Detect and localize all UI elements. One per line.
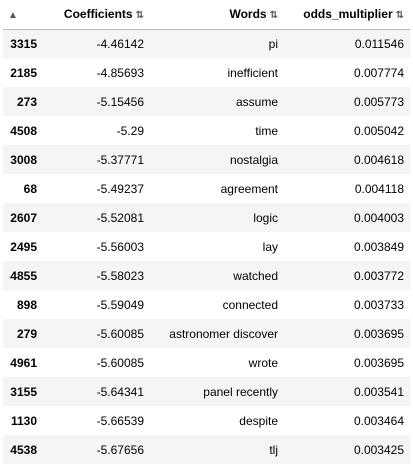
- row-index: 4855: [10, 268, 37, 283]
- cell-odds-multiplier: 0.003695: [353, 355, 404, 370]
- cell-coefficient: -5.49237: [96, 181, 144, 196]
- cell-coefficient: -5.66539: [96, 413, 144, 428]
- cell-word: assume: [235, 94, 278, 109]
- cell-coefficient: -5.60085: [96, 326, 144, 341]
- header-index[interactable]: ▲︎: [3, 0, 43, 30]
- row-index: 2495: [10, 239, 37, 254]
- cell-coefficient: -4.85693: [96, 65, 144, 80]
- cell-odds-multiplier: 0.003849: [353, 239, 404, 254]
- cell-odds-multiplier: 0.005773: [353, 94, 404, 109]
- cell-coefficient: -5.59049: [96, 297, 144, 312]
- cell-odds-multiplier: 0.004618: [353, 152, 404, 167]
- row-index: 1130: [10, 413, 37, 428]
- sort-arrows-icon[interactable]: ⇅: [135, 10, 144, 22]
- cell-coefficient: -4.46142: [96, 36, 144, 51]
- row-index: 3155: [10, 384, 37, 399]
- cell-odds-multiplier: 0.004003: [353, 210, 404, 225]
- cell-odds-multiplier: 0.004118: [354, 181, 404, 196]
- cell-coefficient: -5.58023: [96, 268, 144, 283]
- table-row: 898 -5.59049 connected 0.003733: [3, 290, 410, 319]
- cell-odds-multiplier: 0.003733: [353, 297, 404, 312]
- sort-arrows-icon[interactable]: ⇅: [395, 10, 404, 22]
- cell-word: watched: [233, 268, 278, 283]
- table-row: 273 -5.15456 assume 0.005773: [3, 87, 410, 116]
- cell-word: tlj: [269, 442, 278, 457]
- cell-odds-multiplier: 0.005042: [353, 123, 404, 138]
- cell-word: connected: [222, 297, 278, 312]
- cell-word: logic: [253, 210, 278, 225]
- table-row: 4855 -5.58023 watched 0.003772: [3, 261, 410, 290]
- cell-odds-multiplier: 0.003695: [353, 326, 404, 341]
- row-index: 898: [16, 297, 37, 312]
- table-row: 4538 -5.67656 tlj 0.003425: [3, 435, 410, 464]
- row-index: 4961: [10, 355, 37, 370]
- cell-word: agreement: [220, 181, 278, 196]
- cell-word: pi: [268, 36, 278, 51]
- cell-word: despite: [239, 413, 278, 428]
- cell-odds-multiplier: 0.003464: [353, 413, 404, 428]
- cell-odds-multiplier: 0.007774: [353, 65, 404, 80]
- header-row: ▲︎ Coefficients ⇅ Words ⇅ odds_multiplier ⇅: [3, 0, 410, 30]
- row-index: 4508: [10, 123, 37, 138]
- cell-coefficient: -5.67656: [96, 442, 144, 457]
- row-index: 2607: [10, 210, 37, 225]
- sort-arrows-icon[interactable]: ▲︎: [8, 10, 18, 22]
- sort-arrows-icon[interactable]: ⇅: [269, 10, 278, 22]
- header-odds-multiplier[interactable]: odds_multiplier ⇅: [284, 0, 410, 30]
- header-words[interactable]: Words ⇅: [150, 0, 284, 30]
- row-index: 2185: [10, 65, 37, 80]
- row-index: 4538: [10, 442, 37, 457]
- header-words-label: Words: [229, 7, 267, 22]
- cell-coefficient: -5.29: [116, 123, 144, 138]
- data-table: ▲︎ Coefficients ⇅ Words ⇅ odds_multiplier ⇅…: [3, 0, 410, 464]
- table-row: 2607 -5.52081 logic 0.004003: [3, 203, 410, 232]
- cell-coefficient: -5.52081: [96, 210, 144, 225]
- cell-coefficient: -5.15456: [96, 94, 144, 109]
- table-row: 3155 -5.64341 panel recently 0.003541: [3, 377, 410, 406]
- cell-word: time: [255, 123, 278, 138]
- cell-word: lay: [262, 239, 278, 254]
- cell-odds-multiplier: 0.003425: [353, 442, 404, 457]
- cell-word: astronomer discover: [169, 326, 278, 341]
- cell-word: wrote: [248, 355, 278, 370]
- cell-coefficient: -5.37771: [96, 152, 144, 167]
- header-coefficients-label: Coefficients: [63, 7, 133, 22]
- header-coefficients[interactable]: Coefficients ⇅: [43, 0, 150, 30]
- cell-odds-multiplier: 0.003772: [353, 268, 404, 283]
- table-row: 4961 -5.60085 wrote 0.003695: [3, 348, 410, 377]
- table-row: 279 -5.60085 astronomer discover 0.003695: [3, 319, 410, 348]
- row-index: 3315: [10, 36, 37, 51]
- table-row: 1130 -5.66539 despite 0.003464: [3, 406, 410, 435]
- table-row: 3008 -5.37771 nostalgia 0.004618: [3, 145, 410, 174]
- table-header: ▲︎ Coefficients ⇅ Words ⇅ odds_multiplier ⇅: [3, 0, 410, 30]
- row-index: 279: [16, 326, 37, 341]
- cell-coefficient: -5.64341: [96, 384, 144, 399]
- cell-odds-multiplier: 0.011546: [354, 36, 404, 51]
- cell-word: inefficient: [227, 65, 278, 80]
- row-index: 68: [23, 181, 37, 196]
- table-row: 4508 -5.29 time 0.005042: [3, 116, 410, 145]
- table-row: 2495 -5.56003 lay 0.003849: [3, 232, 410, 261]
- row-index: 3008: [10, 152, 37, 167]
- cell-coefficient: -5.56003: [96, 239, 144, 254]
- table-row: 2185 -4.85693 inefficient 0.007774: [3, 58, 410, 87]
- cell-odds-multiplier: 0.003541: [353, 384, 404, 399]
- cell-word: nostalgia: [229, 152, 278, 167]
- row-index: 273: [16, 94, 37, 109]
- table-row: 68 -5.49237 agreement 0.004118: [3, 174, 410, 203]
- cell-word: panel recently: [203, 384, 278, 399]
- cell-coefficient: -5.60085: [96, 355, 144, 370]
- header-odds-multiplier-label: odds_multiplier: [303, 7, 393, 22]
- table-row: 3315 -4.46142 pi 0.011546: [3, 29, 410, 58]
- table-body: 3315 -4.46142 pi 0.011546 2185 -4.85693 ineffi…: [3, 29, 410, 464]
